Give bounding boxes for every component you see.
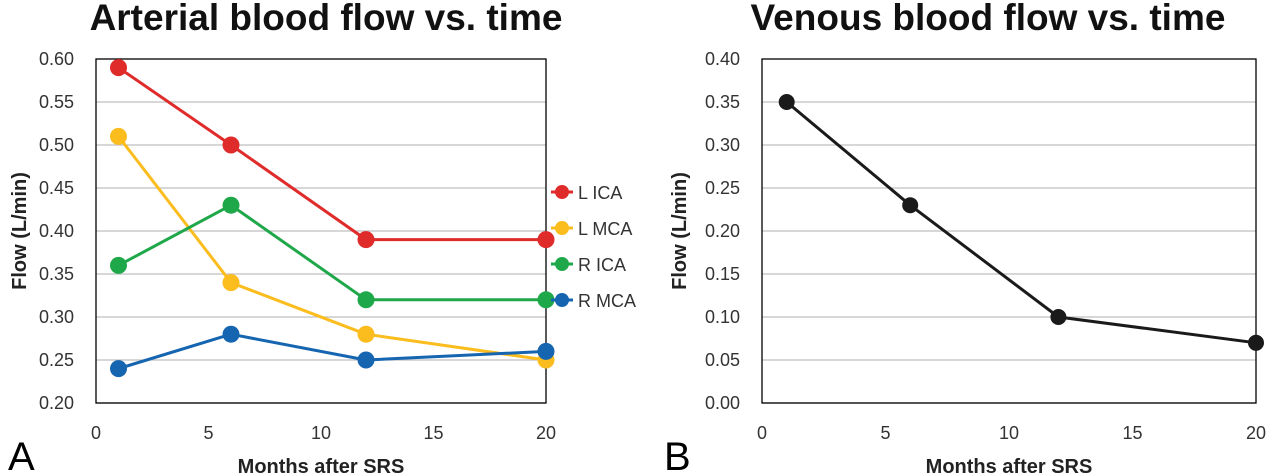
data-point-r-ica <box>110 256 127 274</box>
x-axis-title: Months after SRS <box>926 456 1093 475</box>
data-point-r-mca <box>222 325 240 343</box>
y-tick-label: 0.10 <box>705 307 740 327</box>
legend-label-r-mca: R MCA <box>578 291 636 311</box>
y-tick-label: 0.55 <box>39 92 74 112</box>
y-tick-label: 0.40 <box>705 49 740 69</box>
x-tick-label: 0 <box>91 423 101 443</box>
x-tick-label: 20 <box>1246 423 1266 443</box>
data-point-series-1 <box>778 94 795 110</box>
y-tick-label: 0.20 <box>39 393 74 413</box>
data-point-r-ica <box>222 196 240 214</box>
x-tick-label: 0 <box>757 423 767 443</box>
legend-label-l-ica: L ICA <box>578 183 622 203</box>
series-line-l-ica <box>117 66 546 242</box>
data-point-l-ica <box>537 231 555 249</box>
data-point-l-ica <box>357 231 375 249</box>
data-point-r-ica <box>357 291 375 309</box>
data-point-series-1 <box>1248 334 1264 351</box>
data-point-l-ica <box>222 136 240 154</box>
data-point-r-mca <box>357 351 375 369</box>
data-point-l-mca <box>110 127 127 145</box>
y-axis-title: Flow (L/min) <box>9 172 31 290</box>
y-tick-label: 0.00 <box>705 393 740 413</box>
x-axis-title: Months after SRS <box>238 456 405 475</box>
y-axis-title: Flow (L/min) <box>669 172 691 290</box>
series-line-l-mca <box>117 135 547 362</box>
y-tick-label: 0.20 <box>705 221 740 241</box>
panel-label-b: B <box>664 435 691 475</box>
data-point-r-ica <box>537 291 555 309</box>
plot-area-frame <box>761 58 1257 404</box>
chart-title: Venous blood flow vs. time <box>751 0 1226 38</box>
legend-label-l-mca: L MCA <box>578 219 632 239</box>
x-tick-label: 20 <box>536 423 556 443</box>
plot-area-frame <box>95 58 547 404</box>
data-point-series-1 <box>1050 309 1067 325</box>
x-tick-label: 5 <box>203 423 213 443</box>
x-tick-label: 10 <box>311 423 331 443</box>
data-point-r-mca <box>110 360 127 378</box>
legend-marker-l-mca <box>555 221 569 235</box>
data-point-r-mca <box>537 342 555 360</box>
data-point-l-ica <box>110 59 127 77</box>
y-tick-label: 0.05 <box>705 350 740 370</box>
legend-marker-r-mca <box>555 293 569 307</box>
y-tick-label: 0.25 <box>705 178 740 198</box>
series-line-r-mca <box>118 332 547 371</box>
legend-marker-r-ica <box>555 257 569 271</box>
x-tick-label: 5 <box>880 423 890 443</box>
y-tick-label: 0.50 <box>39 135 74 155</box>
arterial-chart: Arterial blood flow vs. time 0.20 0.25 0.30… <box>9 0 636 475</box>
y-tick-label: 0.45 <box>39 178 74 198</box>
series-line-series-1 <box>785 100 1257 345</box>
y-tick-label: 0.35 <box>705 92 740 112</box>
series-line-r-ica <box>117 203 546 302</box>
y-tick-label: 0.30 <box>705 135 740 155</box>
chart-title: Arterial blood flow vs. time <box>90 0 563 38</box>
y-tick-label: 0.30 <box>39 307 74 327</box>
x-tick-label: 10 <box>999 423 1019 443</box>
data-point-series-1 <box>902 197 919 214</box>
legend-marker-l-ica <box>555 185 569 199</box>
legend-label-r-ica: R ICA <box>578 255 626 275</box>
data-point-l-mca <box>222 274 240 292</box>
y-tick-label: 0.25 <box>39 350 74 370</box>
y-tick-label: 0.60 <box>39 49 74 69</box>
venous-chart: Venous blood flow vs. time 0.00 0.05 0.10 0.… <box>669 0 1266 475</box>
data-point-l-mca <box>357 325 375 343</box>
panel-label-a: A <box>8 435 35 475</box>
x-tick-label: 15 <box>1122 423 1142 443</box>
y-tick-label: 0.35 <box>39 264 74 284</box>
y-tick-label: 0.15 <box>705 264 740 284</box>
x-tick-label: 15 <box>423 423 443 443</box>
y-tick-label: 0.40 <box>39 221 74 241</box>
